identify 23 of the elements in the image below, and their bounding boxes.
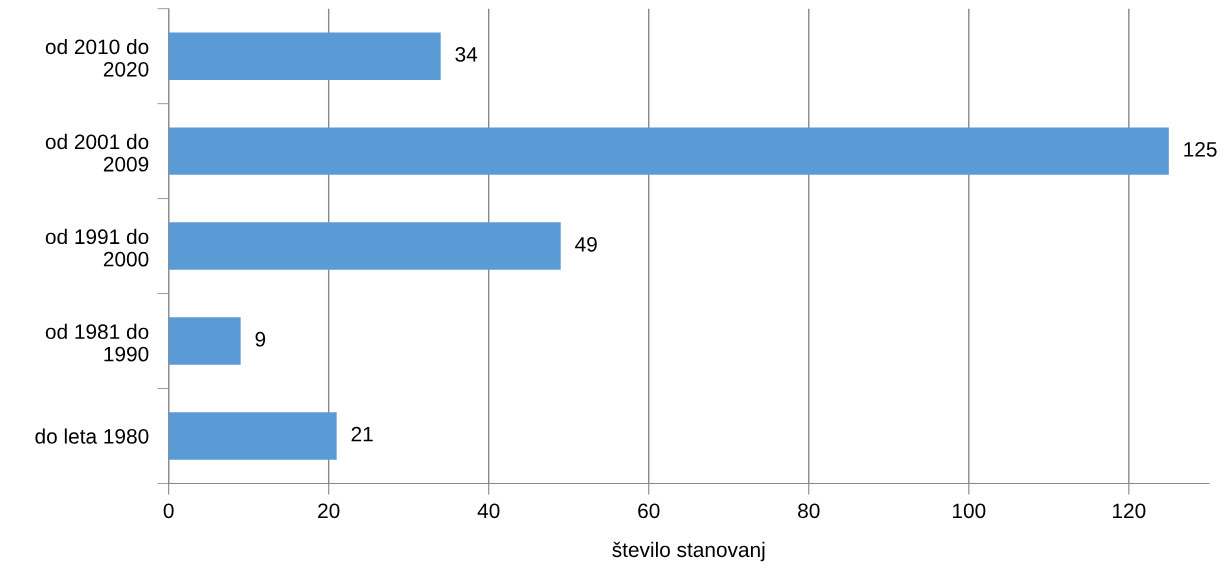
y-tick-label: od 2001 do 2009 xyxy=(45,133,149,172)
data-label: 9 xyxy=(255,331,266,347)
x-tick-label: 20 xyxy=(318,503,340,519)
x-tick-label: 60 xyxy=(638,503,660,519)
bar xyxy=(168,127,1169,175)
x-tick-label: 100 xyxy=(953,503,986,519)
bar xyxy=(168,222,561,270)
data-label: 49 xyxy=(575,236,597,252)
data-label: 34 xyxy=(455,47,478,62)
data-label: 21 xyxy=(351,426,373,442)
bar xyxy=(168,412,337,460)
y-tick-label: od 1981 do 1990 xyxy=(45,323,149,362)
x-tick-label: 80 xyxy=(798,503,820,519)
x-axis-title: število stanovanj xyxy=(612,541,765,562)
x-tick-label: 120 xyxy=(1113,503,1146,519)
y-tick-label: od 2010 do 2020 xyxy=(45,38,149,77)
x-tick-label: 0 xyxy=(163,503,174,519)
bar xyxy=(168,317,241,365)
y-tick-label: od 1991 do 2000 xyxy=(45,228,149,267)
bar xyxy=(168,32,441,80)
x-tick-label: 40 xyxy=(477,503,500,519)
y-tick-label: do leta 1980 xyxy=(35,428,149,444)
data-label: 125 xyxy=(1184,141,1217,157)
